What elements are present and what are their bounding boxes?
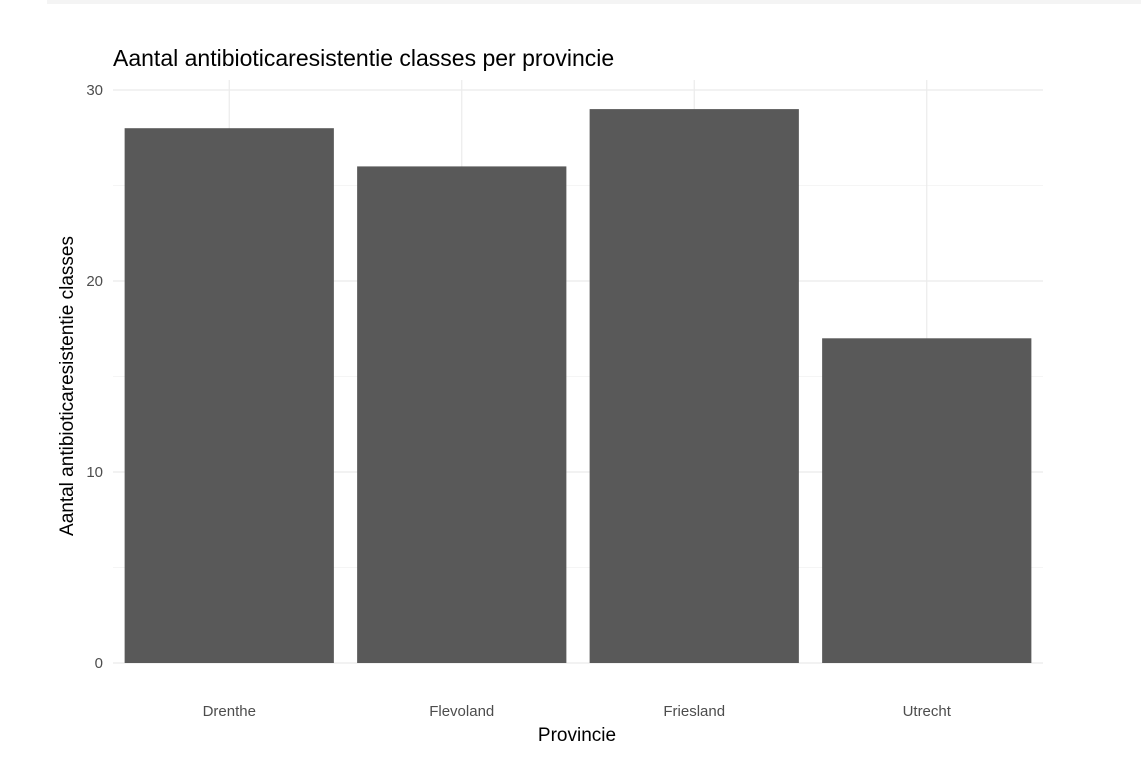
y-axis-title: Aantal antibioticaresistentie classes	[57, 236, 78, 536]
bar-flevoland	[357, 166, 567, 663]
bar-friesland	[589, 109, 799, 664]
y-tick-label: 20	[86, 273, 103, 290]
x-tick-label: Drenthe	[203, 703, 256, 720]
x-tick-label: Utrecht	[903, 703, 952, 720]
y-axis-ticks: 0 10 20 30	[86, 82, 103, 672]
x-axis-ticks: Drenthe Flevoland Friesland Utrecht	[203, 703, 952, 720]
x-axis-title: Provincie	[538, 725, 616, 746]
bar-drenthe	[124, 128, 334, 663]
y-tick-label: 30	[86, 82, 103, 99]
top-strip	[47, 0, 1141, 4]
y-tick-label: 0	[95, 655, 103, 672]
y-tick-label: 10	[86, 464, 103, 481]
bars	[124, 109, 1032, 664]
chart-title: Aantal antibioticaresistentie classes pe…	[113, 45, 614, 71]
bar-utrecht	[822, 338, 1032, 663]
x-tick-label: Flevoland	[429, 703, 494, 720]
x-tick-label: Friesland	[663, 703, 725, 720]
